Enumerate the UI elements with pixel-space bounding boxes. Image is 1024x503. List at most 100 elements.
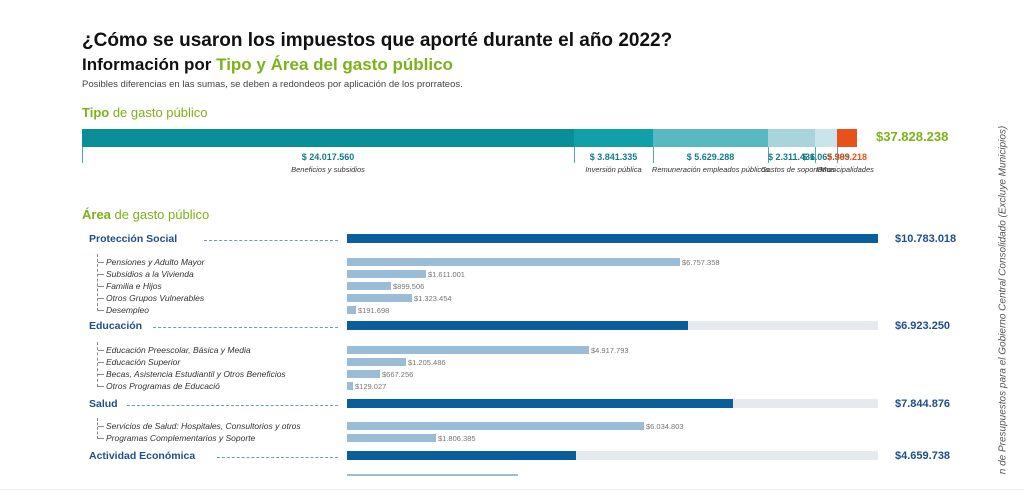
area-name: Actividad Económica — [89, 450, 196, 462]
sub-value-label: $899.506 — [393, 282, 425, 291]
tipo-segment — [574, 129, 653, 147]
sub-bar — [347, 306, 356, 314]
sub-bar — [347, 422, 644, 430]
sub-item-name: Otros Programas de Educació — [106, 381, 220, 391]
area-track — [347, 451, 878, 460]
tipo-tick — [768, 147, 769, 163]
area-bar — [347, 451, 576, 460]
tipo-segment — [82, 129, 574, 147]
sub-item-name: Familia e Hijos — [106, 281, 162, 291]
tipo-value-label: $ 5.629.288 — [686, 152, 735, 162]
tipo-category-label: Municipalidades — [820, 165, 874, 174]
tipo-value-label: $ 963.218 — [826, 152, 868, 162]
tipo-category-label: Inversión pública — [585, 165, 642, 174]
page-subtitle: Información por Tipo y Área del gasto pú… — [82, 55, 453, 75]
tipo-segment — [768, 129, 815, 147]
bottom-rule — [0, 489, 1024, 490]
sub-item-name: Becas, Asistencia Estudiantil y Otros Be… — [106, 369, 286, 379]
sub-bar — [347, 358, 406, 366]
sub-item-name: Desempleo — [106, 305, 149, 315]
sub-value-label: $129.027 — [355, 382, 387, 391]
sub-bar — [347, 270, 426, 278]
sub-bar — [347, 382, 353, 390]
tipo-tick — [815, 147, 816, 163]
sub-bar — [347, 346, 589, 354]
tree-branch — [98, 374, 104, 375]
sub-value-label: $6.034.803 — [646, 422, 684, 431]
sub-item-name: Servicios de Salud: Hospitales, Consulto… — [106, 421, 301, 431]
sub-item-name: Otros Grupos Vulnerables — [106, 293, 205, 303]
tipo-title-rest: de gasto público — [109, 105, 208, 120]
tipo-section-title: Tipo de gasto público — [82, 105, 208, 120]
sub-item-name: Pensiones y Adulto Mayor — [106, 257, 205, 267]
sub-value-label: $1.611.001 — [428, 270, 465, 279]
tipo-value-label: $ 3.841.335 — [589, 152, 638, 162]
area-leader — [127, 405, 338, 406]
tree-branch — [98, 310, 104, 311]
tipo-value-label: $ 2.311.436 — [767, 152, 816, 162]
tree-branch — [98, 298, 104, 299]
page-title: ¿Cómo se usaron los impuestos que aporté… — [82, 30, 673, 51]
sub-bar — [347, 370, 380, 378]
sub-value-label: $667.256 — [382, 370, 414, 379]
area-name: Salud — [89, 398, 118, 410]
tree-branch — [98, 350, 104, 351]
area-bar — [347, 234, 878, 243]
tipo-segment — [653, 129, 768, 147]
tipo-tick — [653, 147, 654, 163]
tree-branch — [98, 438, 104, 439]
area-leader — [216, 457, 338, 458]
tipo-category-label: Gastos de soporte — [760, 165, 823, 174]
tipo-tick — [82, 147, 83, 163]
tipo-category-label: Remuneración empleados públicos — [651, 165, 770, 174]
sub-bar — [347, 258, 680, 266]
area-name: Educación — [89, 320, 143, 332]
area-section-title: Área de gasto público — [82, 207, 209, 222]
tree-branch — [98, 274, 104, 275]
subtitle-prefix: Información por — [82, 55, 217, 74]
sub-bar — [347, 434, 436, 442]
tipo-value-label: $ 1.065.399 — [802, 152, 850, 162]
area-total: $6.923.250 — [895, 320, 951, 332]
tree-branch — [98, 426, 104, 427]
sub-value-label: $1.205.486 — [408, 358, 446, 367]
tipo-category-label: Otros — [816, 165, 836, 174]
rounding-note: Posibles diferencias en las sumas, se de… — [82, 79, 463, 90]
area-name: Protección Social — [89, 233, 178, 245]
tipo-tick — [574, 147, 575, 163]
area-bar — [347, 321, 688, 330]
sub-bar — [347, 282, 391, 290]
sub-item-name: Subsidios a la Vivienda — [106, 269, 194, 279]
sub-item-name: Educación Preescolar, Básica y Media — [106, 345, 251, 355]
tree-connector — [97, 342, 98, 387]
sub-value-label: $4.917.793 — [591, 346, 629, 355]
tree-connector — [97, 254, 98, 311]
tree-branch — [98, 362, 104, 363]
tipo-segment — [837, 129, 857, 147]
sub-bar — [347, 294, 412, 302]
sub-value-label: $191.698 — [358, 306, 390, 315]
area-total: $7.844.876 — [895, 398, 951, 410]
area-title-bold: Área — [82, 207, 111, 222]
area-bar — [347, 399, 733, 408]
tipo-segment — [815, 129, 837, 147]
area-total: $10.783.018 — [895, 233, 957, 245]
tipo-total: $37.828.238 — [876, 129, 949, 144]
sub-item-name: Programas Complementarios y Soporte — [106, 433, 256, 443]
tree-branch — [98, 386, 104, 387]
tipo-title-bold: Tipo — [82, 105, 110, 120]
tipo-stacked-bar — [82, 129, 857, 147]
area-title-rest: de gasto público — [110, 207, 210, 222]
partial-sub-bar — [347, 474, 518, 476]
sub-item-name: Educación Superior — [106, 357, 181, 367]
sub-value-label: $1.806.385 — [438, 434, 476, 443]
area-leader — [152, 327, 338, 328]
tipo-tick — [837, 147, 838, 163]
tree-connector — [97, 418, 98, 439]
tipo-value-label: $ 24.017.560 — [301, 152, 355, 162]
side-note: n de Presupuestos para el Gobierno Centr… — [997, 125, 1009, 475]
tree-branch — [98, 286, 104, 287]
subtitle-highlight: Tipo y Área del gasto público — [216, 55, 453, 74]
tree-branch — [98, 262, 104, 263]
sub-value-label: $1.323.454 — [414, 294, 452, 303]
